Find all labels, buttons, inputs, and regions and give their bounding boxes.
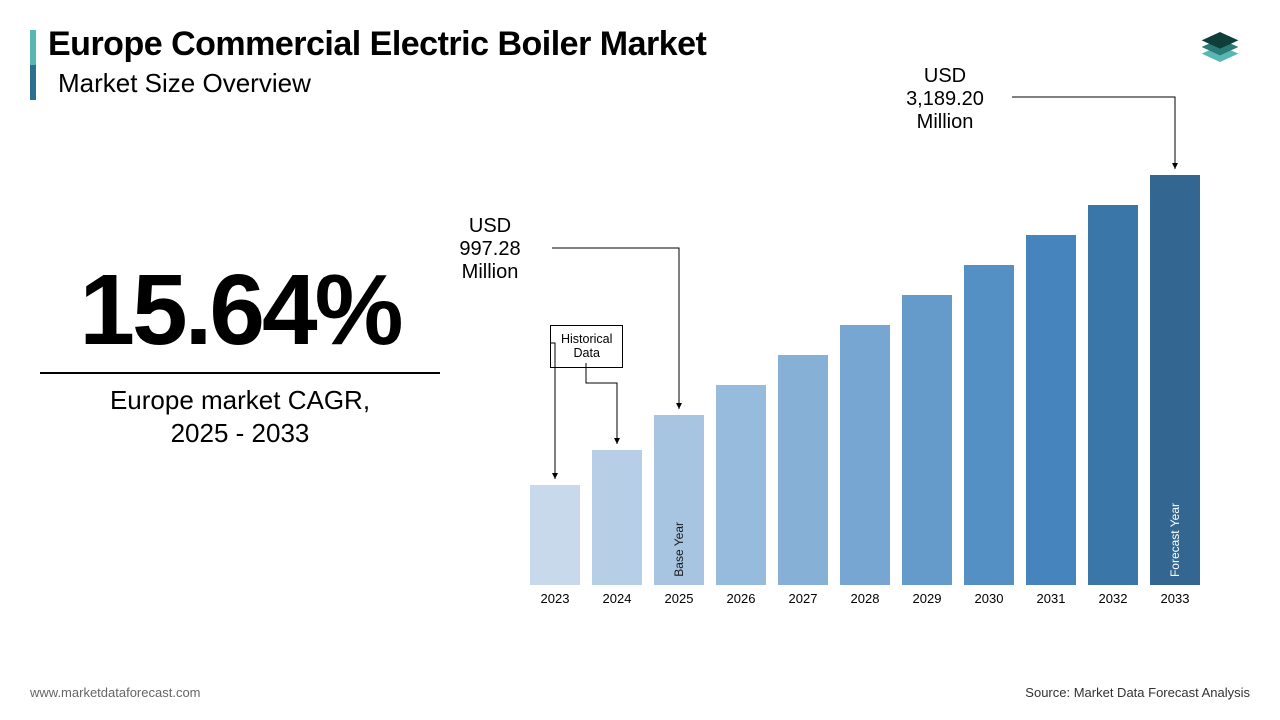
bar-2024 bbox=[592, 450, 642, 585]
bar-2026 bbox=[716, 385, 766, 585]
bar-2030 bbox=[964, 265, 1014, 585]
bar-year-label: 2023 bbox=[530, 591, 580, 606]
bar-year-label: 2026 bbox=[716, 591, 766, 606]
bar-2027 bbox=[778, 355, 828, 585]
cagr-label-line1: Europe market CAGR, bbox=[110, 385, 370, 415]
bar-year-label: 2031 bbox=[1026, 591, 1076, 606]
cagr-block: 15.64% Europe market CAGR, 2025 - 2033 bbox=[30, 260, 450, 449]
footer-source: Source: Market Data Forecast Analysis bbox=[1025, 685, 1250, 700]
callout-end-l3: Million bbox=[917, 111, 974, 133]
callout-end-l2: 3,189.20 bbox=[906, 88, 984, 110]
page-title: Europe Commercial Electric Boiler Market bbox=[48, 25, 706, 64]
bar-2028 bbox=[840, 325, 890, 585]
footer-url: www.marketdataforecast.com bbox=[30, 685, 201, 700]
bar-2029 bbox=[902, 295, 952, 585]
cagr-label: Europe market CAGR, 2025 - 2033 bbox=[30, 384, 450, 449]
callout-start-l3: Million bbox=[462, 261, 519, 283]
bar-year-label: 2025 bbox=[654, 591, 704, 606]
page-subtitle: Market Size Overview bbox=[58, 68, 311, 99]
historical-l2: Data bbox=[574, 346, 600, 360]
callout-end-value: USD 3,189.20 Million bbox=[880, 65, 1010, 134]
bar-chart: USD 997.28 Million USD 3,189.20 Million … bbox=[530, 170, 1230, 610]
bar-year-label: 2030 bbox=[964, 591, 1014, 606]
bar-2032 bbox=[1088, 205, 1138, 585]
base-year-label: Base Year bbox=[672, 522, 686, 577]
cagr-divider bbox=[40, 372, 440, 374]
bar-year-label: 2024 bbox=[592, 591, 642, 606]
brand-logo-icon bbox=[1195, 22, 1245, 72]
bar-year-label: 2029 bbox=[902, 591, 952, 606]
cagr-label-line2: 2025 - 2033 bbox=[171, 418, 310, 448]
bar-year-label: 2028 bbox=[840, 591, 890, 606]
callout-start-l2: 997.28 bbox=[459, 238, 520, 260]
bar-2031 bbox=[1026, 235, 1076, 585]
historical-l1: Historical bbox=[561, 332, 612, 346]
bar-year-label: 2027 bbox=[778, 591, 828, 606]
historical-data-box: Historical Data bbox=[550, 325, 623, 368]
forecast-year-label: Forecast Year bbox=[1168, 503, 1182, 577]
cagr-value: 15.64% bbox=[30, 260, 450, 360]
callout-start-value: USD 997.28 Million bbox=[430, 215, 550, 284]
callout-start-l1: USD bbox=[469, 215, 511, 237]
bar-year-label: 2033 bbox=[1150, 591, 1200, 606]
accent-bar bbox=[30, 30, 36, 100]
page-root: Europe Commercial Electric Boiler Market… bbox=[0, 0, 1280, 720]
bar-2023 bbox=[530, 485, 580, 585]
bar-year-label: 2032 bbox=[1088, 591, 1138, 606]
callout-end-l1: USD bbox=[924, 65, 966, 87]
